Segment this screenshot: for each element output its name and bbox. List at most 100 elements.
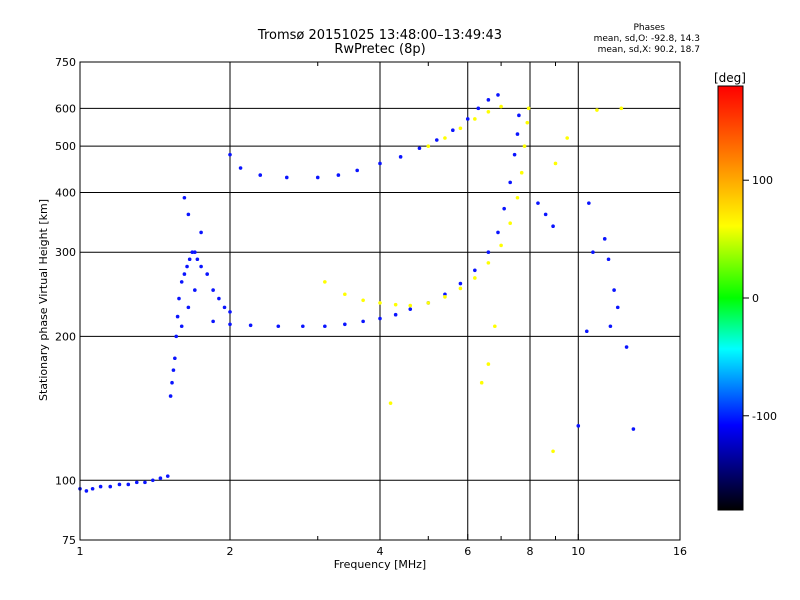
data-point (595, 108, 599, 112)
data-point (451, 128, 455, 132)
data-point (187, 257, 192, 262)
data-point (624, 345, 629, 349)
y-tick-label: 600 (55, 102, 76, 115)
data-point (587, 201, 591, 205)
data-point (168, 394, 173, 398)
data-point (543, 212, 548, 217)
y-axis-label: Stationary phase Virtual Height [km] (37, 199, 50, 401)
data-point (238, 166, 243, 170)
y-tick-label: 100 (55, 474, 76, 487)
data-point (177, 296, 181, 301)
data-point (576, 424, 581, 428)
data-point (619, 106, 624, 111)
data-point (499, 243, 503, 248)
data-point (126, 482, 131, 487)
data-point (117, 482, 122, 487)
data-point (408, 307, 413, 311)
x-tick-label: 6 (464, 545, 471, 558)
data-point (323, 324, 327, 329)
data-point (199, 264, 203, 269)
data-point (393, 312, 398, 317)
data-point (434, 138, 439, 142)
colorbar-tick-label: 0 (752, 292, 759, 305)
data-point (205, 272, 209, 276)
data-point (193, 250, 197, 255)
data-point (143, 480, 147, 485)
data-point (465, 117, 470, 121)
data-point (199, 230, 203, 235)
data-point (473, 117, 477, 121)
chart-subtitle: RwPretec (8p) (334, 42, 426, 57)
data-point (522, 144, 527, 148)
data-point (536, 201, 540, 205)
data-point (551, 449, 555, 454)
data-point (608, 324, 613, 329)
data-point (284, 175, 289, 180)
data-point (526, 106, 531, 111)
data-point (443, 295, 447, 299)
data-point (486, 98, 491, 102)
data-point (84, 489, 89, 493)
data-point (606, 257, 611, 262)
data-point (173, 356, 177, 361)
data-point (186, 212, 191, 217)
data-point (591, 250, 595, 255)
data-point (584, 329, 589, 334)
data-point (398, 155, 403, 159)
colorbar-ticks: 100 0 -100 (743, 174, 777, 423)
x-axis-label: Frequency [MHz] (334, 558, 426, 571)
y-tick-label: 75 (62, 534, 76, 547)
data-point (134, 480, 139, 485)
data-point (228, 322, 232, 327)
data-point (211, 319, 215, 324)
data-point (512, 152, 517, 157)
data-point (551, 224, 555, 229)
data-point (228, 310, 232, 314)
data-point (186, 305, 191, 310)
data-point (486, 261, 491, 265)
data-point (612, 288, 616, 292)
data-point (517, 113, 521, 118)
data-point (515, 195, 520, 200)
x-tick-label: 16 (673, 545, 687, 558)
data-point (502, 206, 506, 211)
data-point (479, 380, 484, 385)
data-point (508, 221, 512, 226)
data-point (179, 324, 184, 329)
data-point (458, 286, 463, 291)
data-point (228, 152, 232, 157)
data-point (443, 292, 447, 297)
grid-lines (80, 62, 680, 540)
data-point (165, 474, 170, 478)
data-point (496, 230, 500, 235)
y-tick-label: 750 (55, 56, 76, 69)
data-point (519, 170, 524, 175)
y-tick-label: 400 (55, 186, 76, 199)
data-point (222, 305, 227, 310)
data-point (602, 237, 607, 241)
data-point (211, 288, 215, 292)
colorbar-tick-label: -100 (752, 410, 777, 423)
data-point (486, 362, 491, 366)
stats-header: Phases (633, 23, 665, 33)
data-point (179, 280, 184, 284)
data-point (388, 401, 393, 405)
data-point (248, 323, 253, 328)
data-point (378, 316, 382, 321)
y-tick-label: 200 (55, 330, 76, 343)
data-point (190, 250, 195, 255)
x-tick-label: 1 (77, 545, 84, 558)
data-point (515, 132, 520, 136)
data-point (565, 136, 569, 140)
x-axis-ticks: 1 2 4 6 8 10 16 (77, 62, 687, 558)
x-tick-label: 2 (227, 545, 234, 558)
data-point (408, 303, 413, 308)
data-point (378, 301, 382, 305)
data-point (393, 302, 398, 307)
data-point (175, 314, 180, 319)
data-point (496, 93, 500, 97)
data-point (631, 427, 636, 431)
data-point (343, 292, 347, 297)
data-point (361, 319, 365, 324)
y-axis-ticks: 75 100 200 300 400 500 600 750 (55, 56, 76, 547)
